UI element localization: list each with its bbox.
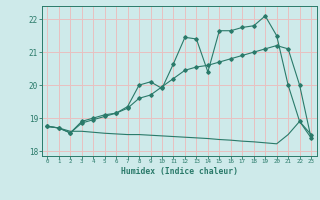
X-axis label: Humidex (Indice chaleur): Humidex (Indice chaleur) [121,167,238,176]
